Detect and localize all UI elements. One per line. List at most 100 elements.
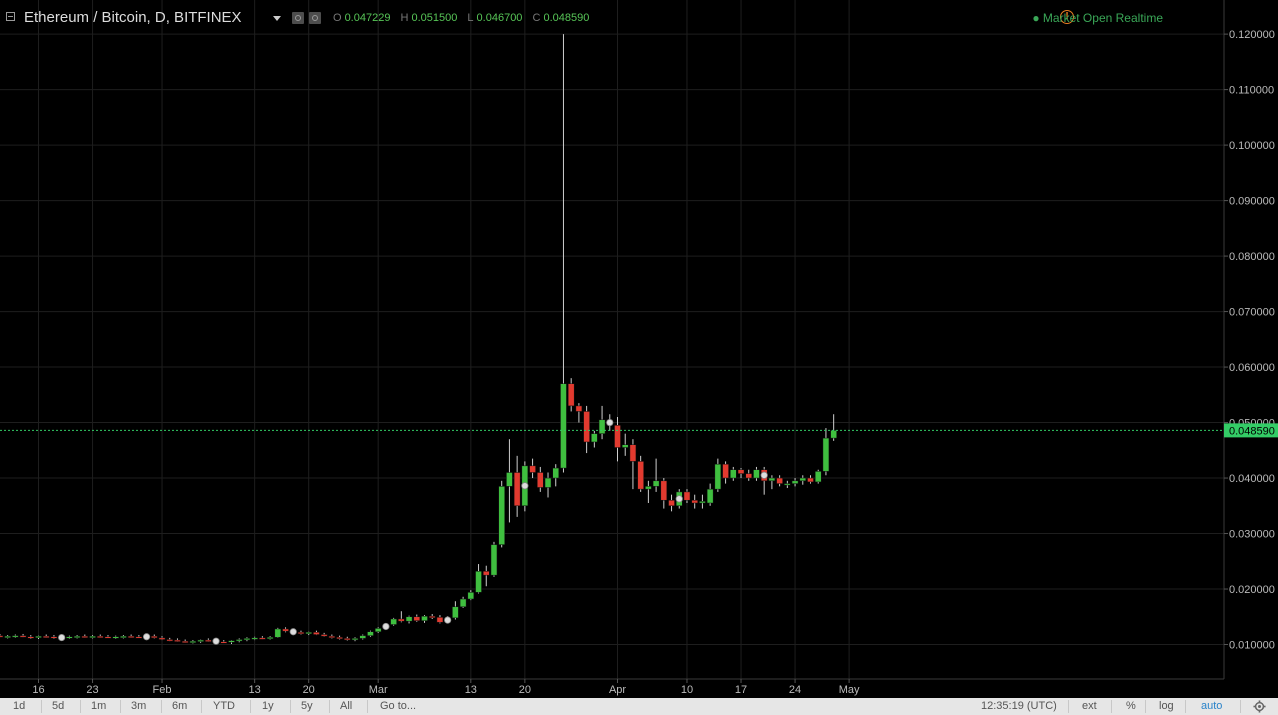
candle bbox=[544, 472, 552, 498]
candle bbox=[359, 634, 366, 640]
candle-body bbox=[405, 616, 413, 622]
candle-body bbox=[567, 383, 575, 407]
collapse-icon[interactable] bbox=[6, 12, 15, 21]
timeframe-5y[interactable]: 5y bbox=[301, 700, 313, 712]
realtime-text: Realtime bbox=[1115, 11, 1163, 25]
candle bbox=[737, 468, 745, 479]
candle bbox=[390, 617, 397, 626]
candle bbox=[398, 611, 405, 623]
candle bbox=[598, 405, 606, 440]
status-dot-icon: ● bbox=[1032, 11, 1040, 25]
candle-body bbox=[529, 465, 536, 473]
symbol-title[interactable]: Ethereum / Bitcoin, D, BITFINEX bbox=[24, 9, 242, 26]
candle-body bbox=[228, 640, 235, 643]
timeframe-1m[interactable]: 1m bbox=[91, 700, 107, 712]
goto-button[interactable]: Go to... bbox=[380, 700, 417, 712]
candle bbox=[660, 478, 668, 509]
candle bbox=[583, 405, 590, 454]
candle bbox=[706, 483, 714, 506]
price-tick-label: 0.030000 bbox=[1229, 529, 1275, 541]
event-marker bbox=[521, 482, 529, 490]
time-tick-label: 24 bbox=[789, 684, 801, 696]
candle bbox=[483, 565, 490, 587]
auto-toggle[interactable]: auto bbox=[1201, 700, 1223, 712]
candle-body bbox=[614, 425, 621, 448]
candle-body bbox=[135, 636, 143, 639]
last-price-tag: 0.048590 bbox=[1224, 423, 1278, 438]
alert-icon[interactable]: ! bbox=[1060, 10, 1074, 24]
candle-body bbox=[537, 472, 544, 488]
candle bbox=[784, 480, 791, 489]
candle-body bbox=[459, 598, 467, 608]
candle-body bbox=[27, 636, 35, 639]
candle bbox=[730, 466, 737, 481]
percent-toggle[interactable]: % bbox=[1126, 700, 1136, 712]
candle bbox=[127, 634, 135, 638]
candle-body bbox=[830, 430, 837, 439]
event-marker bbox=[444, 616, 452, 624]
candle bbox=[475, 564, 482, 594]
candle-body bbox=[784, 483, 791, 486]
candle-body bbox=[668, 499, 675, 507]
candle-body bbox=[498, 486, 505, 545]
candle-body bbox=[189, 640, 197, 643]
timeframe-1d[interactable]: 1d bbox=[13, 700, 26, 712]
candle bbox=[4, 635, 11, 639]
candle-body bbox=[598, 419, 606, 434]
candle-body bbox=[776, 477, 783, 484]
timeframe-all[interactable]: All bbox=[340, 700, 353, 712]
chart-grid bbox=[0, 0, 1224, 679]
timeframe-1y[interactable]: 1y bbox=[262, 700, 274, 712]
chevron-down-icon[interactable] bbox=[273, 16, 281, 21]
timeframe-6m[interactable]: 6m bbox=[172, 700, 188, 712]
divider bbox=[161, 700, 162, 713]
gear-icon[interactable] bbox=[1253, 700, 1266, 713]
candle bbox=[97, 634, 104, 638]
utc-clock[interactable]: 12:35:19 (UTC) bbox=[981, 700, 1057, 712]
time-tick-label: 20 bbox=[519, 684, 531, 696]
candle-body bbox=[714, 463, 722, 490]
candle-body bbox=[645, 486, 652, 490]
candle bbox=[374, 627, 382, 633]
timeframe-3m[interactable]: 3m bbox=[131, 700, 147, 712]
candle bbox=[413, 614, 421, 622]
candle-body bbox=[166, 639, 173, 642]
low-label: L bbox=[467, 12, 474, 24]
candle-body bbox=[583, 411, 590, 443]
time-axis: 16 23 Feb 13 20 Mar 13 20 Apr 10 17 24 May bbox=[32, 679, 860, 696]
settings-icon[interactable] bbox=[292, 12, 304, 24]
candle-body bbox=[328, 635, 336, 638]
candle-body bbox=[483, 571, 490, 576]
candle bbox=[814, 469, 822, 484]
ext-toggle[interactable]: ext bbox=[1082, 700, 1097, 712]
candle bbox=[351, 637, 359, 642]
divider bbox=[329, 700, 330, 713]
time-tick-label: 13 bbox=[465, 684, 477, 696]
candle-body bbox=[560, 383, 567, 469]
timeframe-ytd[interactable]: YTD bbox=[213, 700, 235, 712]
log-toggle[interactable]: log bbox=[1159, 700, 1174, 712]
candle-body bbox=[0, 635, 4, 638]
gear-icon[interactable] bbox=[309, 12, 321, 24]
candle bbox=[336, 635, 343, 640]
candle-body bbox=[251, 637, 258, 640]
divider bbox=[1185, 700, 1186, 713]
candle bbox=[297, 630, 305, 635]
candle-body bbox=[490, 544, 498, 576]
candle bbox=[575, 403, 583, 423]
candle-body bbox=[305, 632, 312, 635]
candle bbox=[699, 494, 706, 509]
price-tick-label: 0.010000 bbox=[1229, 640, 1275, 652]
price-tick-label: 0.120000 bbox=[1229, 29, 1275, 41]
candle bbox=[498, 480, 505, 548]
time-tick-label: 10 bbox=[681, 684, 693, 696]
candle-body bbox=[475, 571, 482, 593]
candle bbox=[112, 635, 119, 639]
candle-body bbox=[235, 639, 243, 642]
price-tick-label: 0.020000 bbox=[1229, 584, 1275, 596]
candle-body bbox=[266, 637, 274, 640]
timeframe-5d[interactable]: 5d bbox=[52, 700, 65, 712]
candle-body bbox=[12, 635, 19, 638]
candle bbox=[174, 638, 181, 642]
